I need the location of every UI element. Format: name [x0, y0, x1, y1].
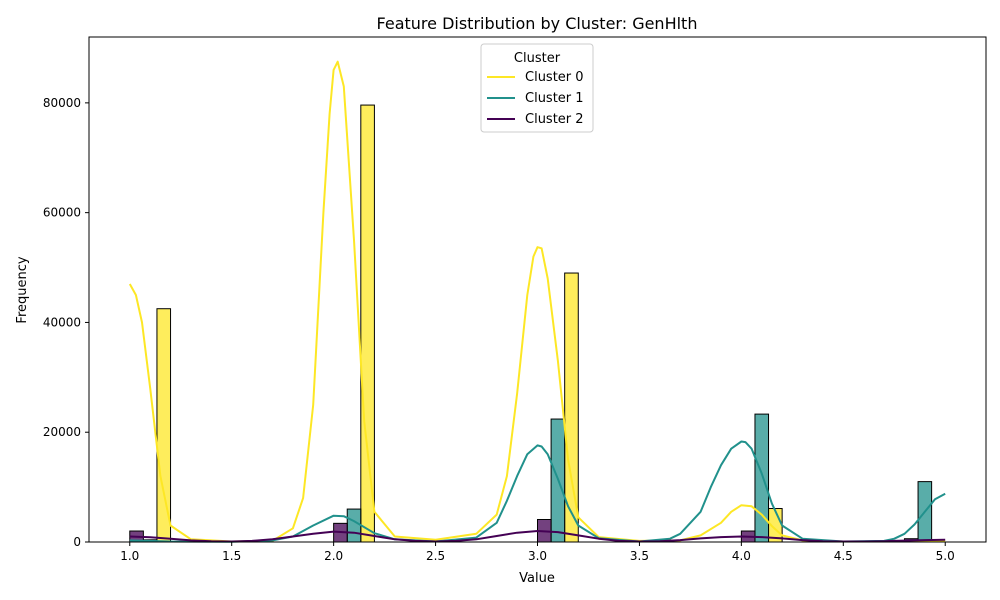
legend-title: Cluster [514, 51, 561, 66]
y-tick-label: 80000 [43, 96, 81, 110]
y-tick-label: 40000 [43, 315, 81, 329]
y-tick-label: 0 [73, 535, 81, 549]
x-tick-label: 1.0 [120, 549, 139, 563]
x-tick-label: 1.5 [222, 549, 241, 563]
x-tick-label: 3.0 [528, 549, 547, 563]
x-axis-label: Value [519, 571, 555, 586]
y-axis: 0 20000 40000 60000 80000 [43, 96, 89, 549]
bar-cluster-0-0 [156, 308, 172, 543]
y-tick-label: 60000 [43, 206, 81, 220]
legend-label-cluster-1: Cluster 1 [525, 91, 584, 106]
x-tick-label: 3.5 [630, 549, 649, 563]
kde-line-cluster-2 [129, 530, 946, 543]
legend-items: Cluster 0 Cluster 1 Cluster 2 [487, 70, 584, 127]
y-axis-label: Frequency [15, 256, 30, 323]
x-axis: 1.0 1.5 2.0 2.5 3.0 3.5 4.0 4.5 5.0 [120, 542, 955, 563]
kde-line-cluster-1 [129, 440, 946, 543]
x-tick-label: 4.5 [834, 549, 853, 563]
x-tick-label: 2.0 [324, 549, 343, 563]
y-tick-label: 20000 [43, 425, 81, 439]
legend-frame [480, 43, 594, 133]
bar-cluster-1-1 [346, 508, 362, 543]
x-tick-label: 5.0 [936, 549, 955, 563]
bar-cluster-0-1 [360, 104, 375, 543]
legend-label-cluster-0: Cluster 0 [525, 70, 584, 85]
x-tick-label: 2.5 [426, 549, 445, 563]
chart-title: Feature Distribution by Cluster: GenHlth [377, 14, 698, 33]
bar-cluster-1-3 [754, 413, 770, 543]
kde-layer [128, 60, 946, 543]
x-tick-label: 4.0 [732, 549, 751, 563]
legend-label-cluster-2: Cluster 2 [525, 112, 584, 127]
legend: Cluster Cluster 0 Cluster 1 Cluster 2 [480, 43, 594, 133]
